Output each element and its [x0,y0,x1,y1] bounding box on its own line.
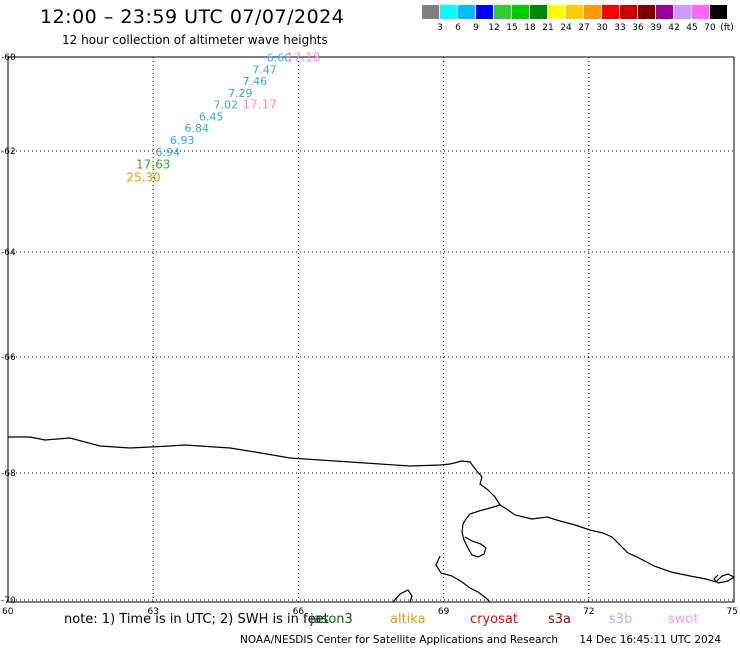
coastline-segment [713,574,735,584]
satellite-s3a: s3a [548,612,572,627]
legend-label: 18 [524,23,536,33]
latitude-label: -66 [1,353,16,363]
wave-height-label: 6.94 [155,146,180,159]
legend-swatch [602,5,619,19]
legend-label: 15 [506,23,518,33]
legend-label: 21 [542,23,554,33]
coastline-segment [8,436,735,583]
legend-label: 3 [437,23,443,33]
note-text: note: 1) Time is in UTC; 2) SWH is in fe… [64,612,329,627]
wave-height-label: 6.93 [170,134,195,147]
legend-swatch [530,5,547,19]
satellite-jason3: jason3 [310,612,353,627]
legend-label: 42 [668,23,680,33]
wave-height-label: 6.45 [199,110,224,123]
legend-swatch [584,5,601,19]
map-frame [7,56,735,603]
wave-height-label: 6.66 [267,52,292,65]
longitude-label: 72 [583,607,594,617]
legend-label: 70 [704,23,716,33]
legend-label: 39 [650,23,662,33]
source-credit: NOAA/NESDIS Center for Satellite Applica… [240,634,558,646]
satellite-altika: altika [390,612,426,627]
wave-height-label: 17.18 [286,51,320,65]
legend-swatch [566,5,583,19]
graticule [8,57,734,602]
map-title: 12:00 – 23:59 UTC 07/07/2024 [40,6,345,28]
legend-swatch [512,5,529,19]
wave-height-label: 7.02 [214,99,239,112]
coastline-segment [461,504,501,558]
legend-label: 36 [632,23,644,33]
wave-height-label: 7.29 [228,87,253,100]
legend-label: 6 [455,23,461,33]
latitude-label: -68 [1,469,16,479]
wave-height-label: 7.46 [243,75,268,88]
longitude-label: 63 [147,607,158,617]
satellite-s3b: s3b [609,612,633,627]
footer: NOAA/NESDIS Center for Satellite Applica… [240,634,739,646]
legend-swatch [494,5,511,19]
map-subtitle: 12 hour collection of altimeter wave hei… [62,33,328,47]
legend-unit: (ft) [720,23,734,33]
legend-swatch [692,5,709,19]
legend-label: 24 [560,23,572,33]
coastline-segment [392,589,413,603]
legend-label: 33 [614,23,626,33]
latitude-label: -64 [1,248,16,258]
legend-swatch [620,5,637,19]
longitude-label: 66 [293,607,305,617]
latitude-label: -70 [1,596,16,606]
legend-swatch [674,5,691,19]
legend-swatch [638,5,655,19]
legend-swatch [548,5,565,19]
legend-swatch [458,5,475,19]
legend-label: 9 [473,23,479,33]
wave-height-label: 7.47 [252,63,277,76]
wave-height-label: 25.30 [126,170,160,184]
coastline [8,436,735,603]
legend-label: 45 [686,23,698,33]
longitude-label: 60 [2,607,14,617]
legend-label: 27 [578,23,590,33]
latitude-label: -62 [1,147,16,157]
satellite-cryosat: cryosat [470,612,518,627]
latitude-label: -60 [1,53,16,63]
wave-height-label: 17.17 [243,98,277,112]
legend-swatch [476,5,493,19]
legend-swatch [422,5,439,19]
legend-swatch [710,5,727,19]
legend-label: 30 [596,23,608,33]
wave-height-label: 6.84 [185,122,210,135]
satellite-swot: swot [668,612,699,627]
legend-label: 12 [488,23,500,33]
coastline-segment [435,555,491,603]
longitude-label: 69 [438,607,450,617]
legend-swatch [656,5,673,19]
longitude-label: 75 [727,607,738,617]
legend-swatch [440,5,457,19]
generated-timestamp: 14 Dec 16:45:11 UTC 2024 [579,634,722,646]
wave-height-label: 17.63 [136,158,170,172]
